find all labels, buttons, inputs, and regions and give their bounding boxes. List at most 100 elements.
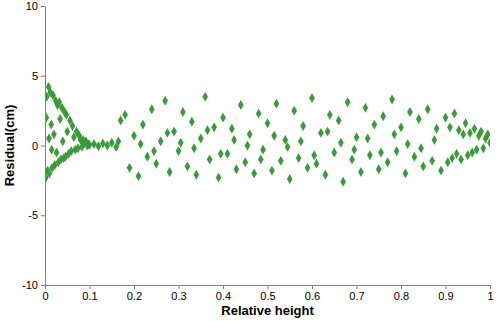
- tick-mark: [90, 285, 91, 289]
- point: [251, 168, 257, 178]
- tick-label: 10: [26, 0, 38, 12]
- y-axis-title: Residual(cm): [2, 105, 17, 187]
- point: [367, 150, 373, 160]
- point: [474, 145, 480, 155]
- point: [467, 128, 473, 138]
- point: [118, 115, 124, 125]
- point: [46, 134, 52, 144]
- tick: 0.4: [216, 285, 231, 302]
- point: [429, 156, 435, 166]
- point: [64, 127, 70, 137]
- point: [216, 173, 222, 183]
- point: [285, 142, 291, 152]
- tick-label: 0.7: [349, 290, 364, 302]
- axis-line: [41, 7, 46, 286]
- point: [447, 122, 453, 132]
- tick-mark: [446, 285, 447, 289]
- point: [116, 136, 122, 146]
- tick: 0.8: [394, 285, 409, 302]
- point: [136, 171, 142, 181]
- point: [271, 131, 277, 141]
- tick-label: 0.3: [171, 290, 186, 302]
- point: [167, 167, 173, 177]
- tick-label: 0.6: [305, 290, 320, 302]
- point: [405, 139, 411, 149]
- point: [472, 124, 478, 134]
- axis-line: [46, 286, 491, 290]
- point: [231, 135, 237, 145]
- tick-label: 0.5: [260, 290, 275, 302]
- point: [162, 96, 168, 106]
- point: [234, 164, 240, 174]
- point: [158, 136, 164, 146]
- tick-mark: [41, 146, 45, 147]
- point: [57, 114, 63, 124]
- point: [189, 117, 195, 127]
- point: [176, 146, 182, 156]
- point: [323, 170, 329, 180]
- point: [403, 168, 409, 178]
- point: [354, 132, 360, 142]
- tick: 0.2: [127, 285, 142, 302]
- point: [140, 120, 146, 130]
- point: [487, 138, 490, 148]
- point: [391, 129, 397, 139]
- point: [171, 127, 177, 137]
- point: [165, 128, 171, 138]
- point: [434, 124, 440, 134]
- point: [245, 141, 251, 151]
- point: [380, 111, 386, 121]
- tick: -5: [28, 209, 45, 221]
- tick: 0.7: [349, 285, 364, 302]
- tick: 0.3: [171, 285, 186, 302]
- tick-mark: [357, 285, 358, 289]
- tick-label: -5: [28, 209, 38, 221]
- point: [49, 145, 55, 155]
- x-axis: 00.10.20.30.40.50.60.70.80.91: [42, 285, 493, 302]
- point: [485, 129, 490, 139]
- tick-mark: [312, 285, 313, 289]
- point: [127, 163, 133, 173]
- point: [229, 124, 235, 134]
- tick: 1: [487, 285, 493, 302]
- point: [100, 138, 106, 148]
- point: [48, 120, 54, 130]
- tick: 0.1: [82, 285, 97, 302]
- point: [151, 146, 157, 156]
- tick-label: 0: [42, 290, 48, 302]
- tick-label: 0.1: [82, 290, 97, 302]
- point: [298, 136, 304, 146]
- point: [394, 146, 400, 156]
- point: [180, 107, 186, 117]
- tick-label: 0: [32, 140, 38, 152]
- point: [178, 138, 184, 148]
- point: [198, 134, 204, 144]
- point: [418, 143, 424, 153]
- point: [309, 93, 315, 103]
- y-axis: -10-50510: [22, 0, 45, 291]
- point: [287, 174, 293, 184]
- point: [191, 143, 197, 153]
- point: [205, 125, 211, 135]
- tick-mark: [41, 285, 45, 286]
- point: [258, 155, 264, 165]
- tick-mark: [223, 285, 224, 289]
- point: [385, 157, 391, 167]
- point: [460, 129, 466, 139]
- point: [407, 107, 413, 117]
- point: [242, 157, 248, 167]
- point: [256, 108, 262, 118]
- point: [51, 129, 57, 139]
- point: [54, 148, 60, 158]
- point: [398, 122, 404, 132]
- point: [452, 108, 458, 118]
- point: [153, 159, 159, 169]
- point: [149, 104, 155, 114]
- point: [318, 128, 324, 138]
- tick-mark: [41, 215, 45, 216]
- point: [438, 166, 444, 176]
- tick: 5: [32, 70, 45, 82]
- point: [131, 131, 137, 141]
- point: [314, 159, 320, 169]
- point: [325, 127, 331, 137]
